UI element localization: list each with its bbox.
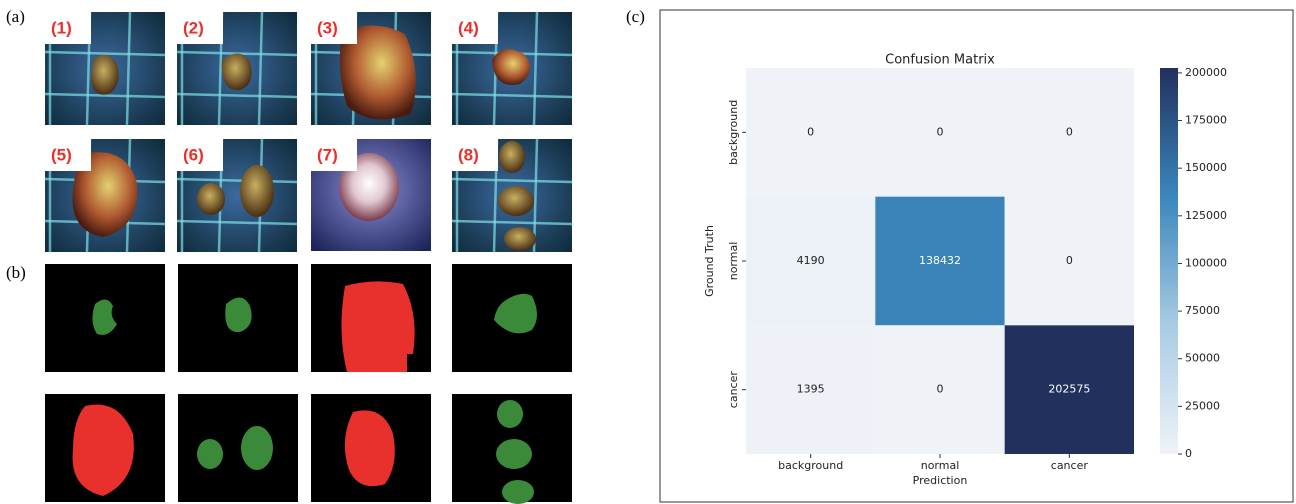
mask [311,264,431,372]
colorbar [1160,68,1178,454]
heatmap: Confusion Matrix Prediction Ground Truth… [703,53,1227,488]
mask [45,394,165,502]
image-label: (5) [51,145,72,164]
mask [45,264,165,372]
chart-title: Confusion Matrix [885,53,995,68]
mask [452,394,572,504]
cell-label: 138432 [919,254,961,267]
image-label: (3) [317,18,338,37]
image-label: (6) [183,145,204,164]
y-tick-label: normal [727,242,740,281]
y-tick-label: cancer [727,371,740,409]
mask [178,394,298,502]
colorbar-tick-label: 50000 [1185,352,1220,365]
mask [311,394,431,502]
cell-label: 0 [937,125,944,138]
colorbar-tick-label: 25000 [1185,399,1220,412]
x-tick-label: normal [921,459,960,472]
image-label: (2) [183,18,204,37]
colorbar-tick-label: 125000 [1185,209,1227,222]
cell-label: 202575 [1048,383,1090,396]
colorbar-tick-label: 200000 [1185,66,1227,79]
cell-label: 0 [937,383,944,396]
colorbar-tick-label: 150000 [1185,161,1227,174]
cell-label: 0 [1066,254,1073,267]
image-label: (1) [51,18,72,37]
x-tick-label: cancer [1051,459,1089,472]
cell-label: 0 [807,125,814,138]
x-tick-label: background [778,459,843,472]
cell-label: 4190 [797,254,825,267]
panel-label: (a) [6,7,25,26]
colorbar-tick-label: 100000 [1185,256,1227,269]
colorbar-tick-label: 175000 [1185,114,1227,127]
panel-label: (c) [626,7,645,26]
image-label: (7) [317,145,338,164]
image-label: (4) [458,18,479,37]
colorbar-tick-label: 0 [1185,447,1192,460]
colorbar-tick-label: 75000 [1185,304,1220,317]
page: (a) (b) (c) (1) (2) (3) (4) (5) (6) (7) (8) Con… [0,0,1296,504]
cell-label: 0 [1066,125,1073,138]
x-axis-label: Prediction [913,474,968,487]
mask [452,264,572,372]
mask [178,264,298,372]
panel-label: (b) [6,263,26,282]
cell-label: 1395 [797,383,825,396]
figure: (a) (b) (c) (1) (2) (3) (4) (5) (6) (7) (8) Con… [0,0,1296,504]
y-tick-label: background [727,100,740,165]
y-axis-label: Ground Truth [703,225,716,297]
image-label: (8) [458,145,479,164]
